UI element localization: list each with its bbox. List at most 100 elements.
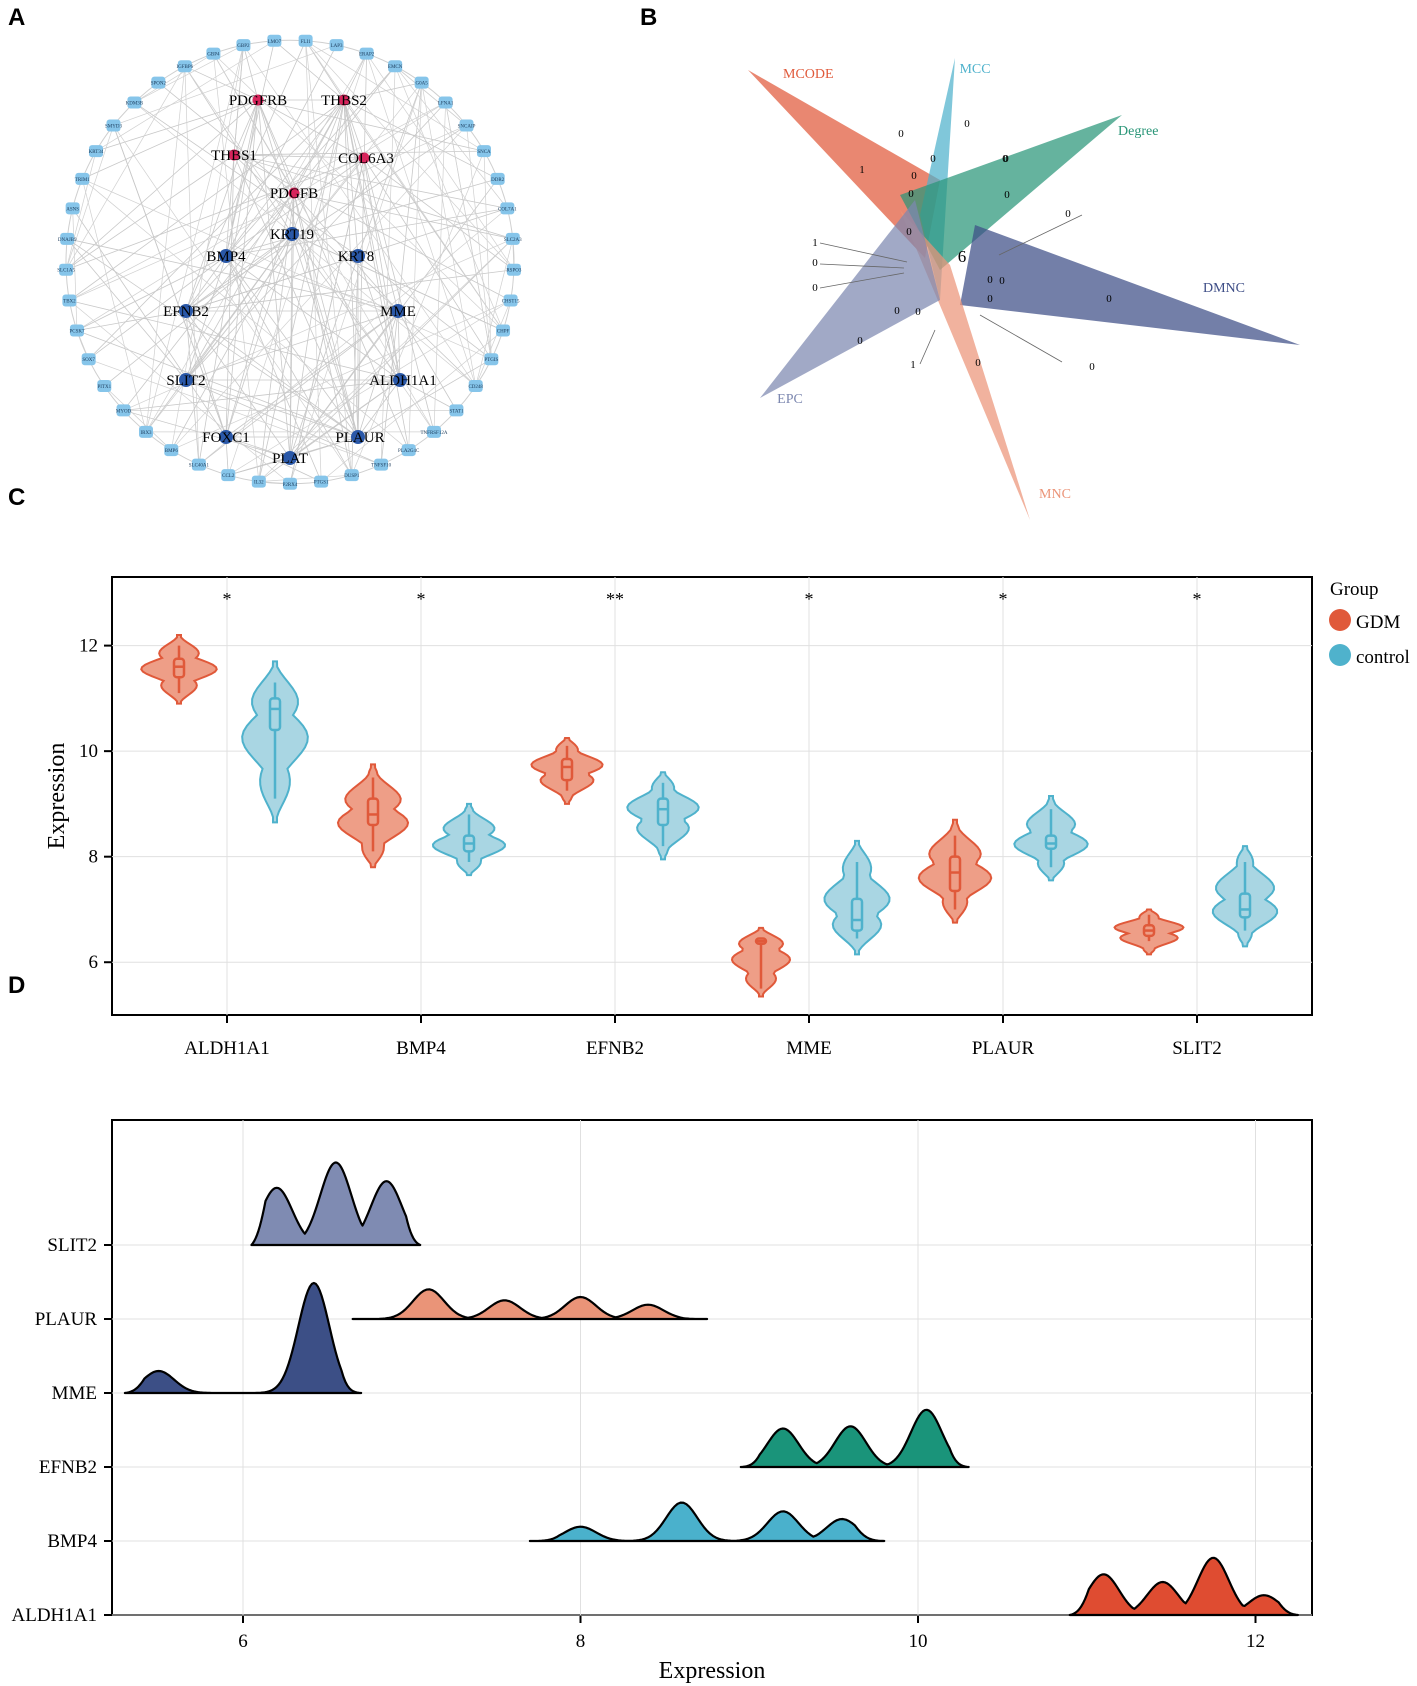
network-edge (233, 99, 259, 156)
network-edge (113, 44, 337, 126)
venn-leader-line (819, 263, 905, 269)
outer-node: STAT1 (449, 404, 464, 417)
ridge-ytick-label: SLIT2 (47, 1235, 97, 1256)
outer-node-label: COL7A1 (498, 207, 517, 212)
network-edge (145, 53, 367, 433)
outer-node: PLA2G4C (398, 444, 420, 457)
network-edge (225, 65, 396, 257)
network-edge (357, 310, 399, 438)
ridge-density (1068, 1556, 1299, 1617)
outer-node: SLC1A5 (57, 263, 76, 276)
network-edge (397, 310, 401, 381)
network-edge (184, 65, 259, 101)
outer-node: TNFSF10 (371, 458, 392, 471)
outer-node-label: RSPO3 (506, 269, 522, 274)
outer-node: PTGS1 (314, 475, 329, 488)
outer-node-box (414, 76, 429, 89)
outer-node: PITX1 (97, 380, 112, 393)
outer-node: DUSP1 (344, 469, 360, 482)
hub-node-blue (219, 249, 233, 263)
outer-node: IRX3 (139, 425, 154, 438)
network-edge (95, 40, 275, 152)
outer-node-box (65, 202, 80, 215)
venn-region-count: 0 (906, 226, 912, 238)
outer-node-box (503, 294, 518, 307)
venn-region-count: 0 (999, 275, 1005, 287)
network-edge (185, 379, 382, 465)
hub-label: KRT19 (270, 227, 314, 243)
outer-node-box (206, 47, 221, 60)
ridge-density (250, 1161, 422, 1247)
legend-label: control (1356, 647, 1410, 668)
venn-region-count: 1 (812, 237, 818, 249)
ridge-ytick-label: BMP4 (47, 1531, 97, 1552)
outer-node: SOX7 (81, 353, 96, 366)
outer-node: SLC2A3 (504, 232, 522, 245)
network-edge (225, 436, 291, 459)
outer-node-label: KRT34 (89, 150, 104, 155)
network-edge (213, 53, 260, 482)
network-edge (65, 125, 114, 270)
outer-node-box (314, 475, 329, 488)
outer-node-box (116, 404, 131, 417)
network-edge (227, 53, 367, 476)
outer-node-box (59, 263, 74, 276)
network-edge (225, 310, 399, 438)
violin-xtick-label: PLAUR (972, 1038, 1035, 1059)
outer-node-box (374, 458, 389, 471)
network-edge (123, 379, 401, 411)
ridge-ytick-label: MME (52, 1383, 97, 1404)
outer-node-label: CHST15 (502, 300, 520, 305)
legend-label: GDM (1356, 612, 1400, 633)
network-edge (185, 255, 227, 312)
outer-node-label: MYOD (116, 409, 132, 414)
network-edge (213, 53, 435, 433)
hub-node-blue (179, 373, 193, 387)
hub-node-blue (391, 304, 405, 318)
outer-node: SNCAIP (458, 119, 476, 132)
network-edge (104, 233, 293, 387)
venn-region-count: 0 (915, 306, 921, 318)
outer-node-label: LMO7 (268, 40, 282, 45)
network-edge (134, 102, 359, 257)
outer-node-box (177, 60, 192, 73)
legend-swatch (1329, 609, 1351, 631)
ridge-xtick-label: 8 (576, 1631, 586, 1652)
panel-label-d: D (8, 972, 26, 999)
outer-node-label: CCL2 (222, 474, 235, 479)
ridge-ytick-label: PLAUR (35, 1309, 98, 1330)
network-edge (134, 53, 214, 103)
violin-xtick-label: MME (786, 1038, 831, 1059)
hub-node-blue (393, 373, 407, 387)
venn-region-count: 0 (812, 282, 818, 294)
network-edge (257, 99, 291, 459)
venn-leader-line (998, 214, 1083, 256)
network-edge (357, 255, 401, 381)
outer-node: CHPF (496, 324, 511, 337)
network-edge (88, 99, 345, 360)
outer-node-box (426, 425, 441, 438)
hub-label: PDGFRB (229, 93, 287, 109)
outer-node-box (106, 119, 121, 132)
network-edge (72, 208, 227, 438)
hub-label: EFNB2 (163, 304, 209, 320)
ridge-density (351, 1288, 709, 1321)
outer-node-box (97, 380, 112, 393)
venn-set-label: DMNC (1203, 281, 1245, 296)
network-edge (293, 192, 359, 438)
network-edge (363, 157, 435, 432)
venn-set-label: EPC (777, 392, 803, 407)
network-edge (289, 310, 399, 459)
significance-mark: * (417, 589, 426, 609)
hub-label: COL6A3 (338, 151, 394, 167)
network-edge (433, 102, 446, 432)
hub-node-pink (358, 152, 370, 164)
network-edge (184, 65, 293, 235)
outer-node-label: SLC2A3 (504, 238, 522, 243)
violin-box (1238, 892, 1252, 919)
venn-region-count: 0 (1003, 153, 1009, 165)
outer-node-box (69, 324, 84, 337)
network-edge (233, 45, 244, 156)
network-edge (171, 125, 467, 451)
network-edge (185, 233, 293, 381)
